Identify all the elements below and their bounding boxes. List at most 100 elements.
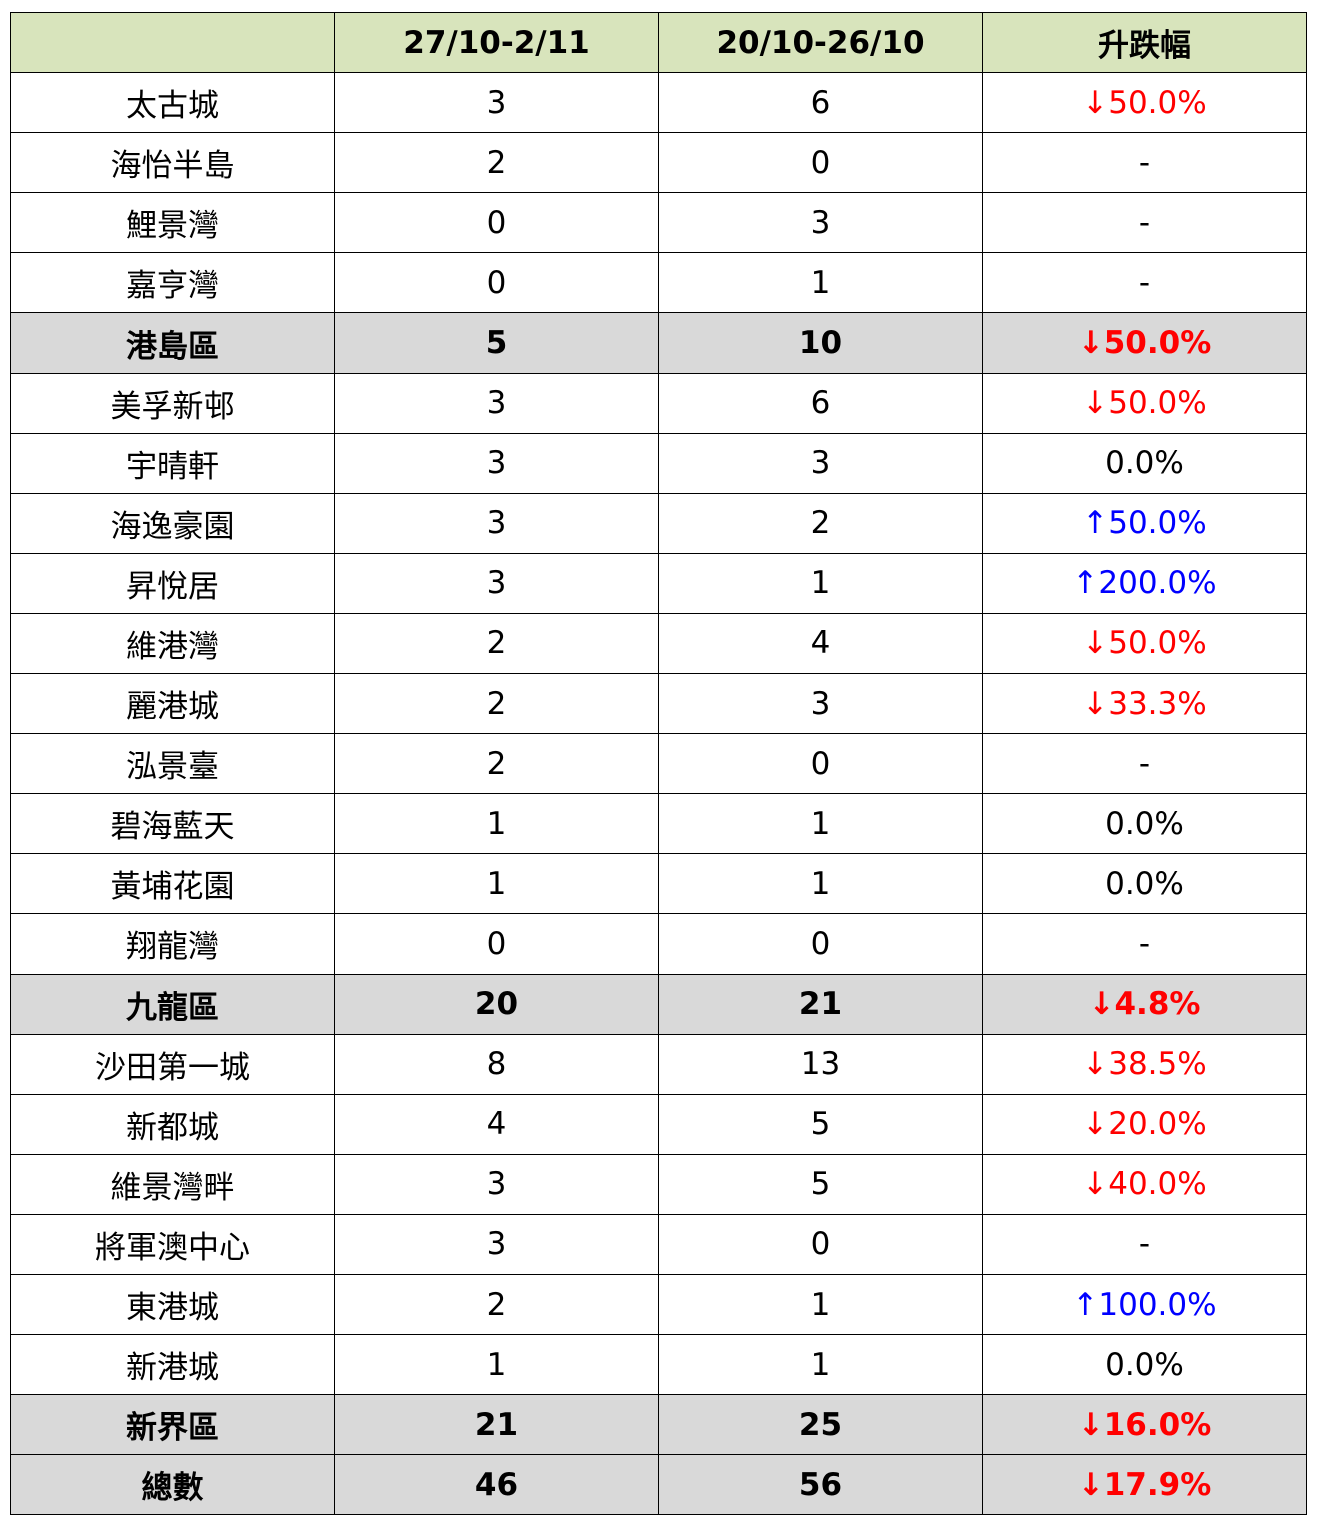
change-cell: 0.0% (982, 793, 1307, 855)
current-count-cell: 4 (334, 1093, 659, 1155)
estate-cell: 嘉亨灣 (10, 252, 335, 314)
change-cell: ↓4.8% (982, 973, 1307, 1035)
previous-count-cell: 6 (658, 372, 983, 434)
previous-count-cell: 3 (658, 432, 983, 494)
estate-cell: 新界區 (10, 1394, 335, 1456)
change-cell: - (982, 1213, 1307, 1275)
estate-cell: 九龍區 (10, 973, 335, 1035)
estate-cell: 麗港城 (10, 673, 335, 735)
current-count-cell: 2 (334, 673, 659, 735)
estate-cell: 泓景臺 (10, 733, 335, 795)
estate-cell: 維景灣畔 (10, 1153, 335, 1215)
table-row: 將軍澳中心 3 0- (10, 1213, 1307, 1275)
change-cell: ↓50.0% (982, 372, 1307, 434)
table-row: 麗港城 2 3 ↓33.3% (10, 673, 1307, 735)
previous-count-cell: 1 (658, 793, 983, 855)
estate-cell: 美孚新邨 (10, 372, 335, 434)
table-row: 宇晴軒 3 3 0.0% (10, 432, 1307, 494)
table-row: 沙田第一城 8 13 ↓38.5% (10, 1033, 1307, 1095)
change-cell: - (982, 913, 1307, 975)
current-count-cell: 0 (334, 252, 659, 314)
previous-count-cell: 5 (658, 1153, 983, 1215)
current-count-cell: 5 (334, 312, 659, 374)
current-count-cell: 1 (334, 853, 659, 915)
current-count-cell: 3 (334, 372, 659, 434)
estate-cell: 海怡半島 (10, 132, 335, 194)
estate-cell: 昇悅居 (10, 552, 335, 614)
estate-cell: 將軍澳中心 (10, 1213, 335, 1275)
change-cell: ↓16.0% (982, 1394, 1307, 1456)
current-count-cell: 8 (334, 1033, 659, 1095)
change-cell: - (982, 132, 1307, 194)
table-row: 美孚新邨 3 6 ↓50.0% (10, 372, 1307, 434)
current-count-cell: 3 (334, 1213, 659, 1275)
current-count-cell: 0 (334, 192, 659, 254)
change-cell: 0.0% (982, 853, 1307, 915)
subtotal-row: 港島區 5 10 ↓50.0% (10, 312, 1307, 374)
change-cell: ↓33.3% (982, 673, 1307, 735)
table-row: 翔龍灣 0 0- (10, 913, 1307, 975)
estate-cell: 海逸豪園 (10, 492, 335, 554)
header-estate (10, 11, 335, 74)
table-row: 泓景臺 2 0- (10, 733, 1307, 795)
current-count-cell: 2 (334, 132, 659, 194)
previous-count-cell: 56 (658, 1454, 983, 1516)
estate-cell: 沙田第一城 (10, 1033, 335, 1095)
previous-count-cell: 4 (658, 612, 983, 675)
previous-count-cell: 1 (658, 1334, 983, 1396)
table-row: 維港灣 2 4 ↓50.0% (10, 612, 1307, 675)
previous-count-cell: 21 (658, 973, 983, 1035)
table-row: 東港城 2 1 ↑100.0% (10, 1273, 1307, 1336)
table-row: 海逸豪園 3 2 ↑50.0% (10, 492, 1307, 554)
change-cell: 0.0% (982, 1334, 1307, 1396)
header-current-period: 27/10-2/11 (334, 11, 659, 74)
change-cell: 0.0% (982, 432, 1307, 494)
estate-cell: 維港灣 (10, 612, 335, 675)
estate-cell: 東港城 (10, 1273, 335, 1336)
change-cell: ↓50.0% (982, 312, 1307, 374)
header-change: 升跌幅 (982, 11, 1307, 74)
change-cell: ↑50.0% (982, 492, 1307, 554)
header-row: 27/10-2/11 20/10-26/10 升跌幅 (10, 11, 1307, 74)
table-row: 碧海藍天 1 1 0.0% (10, 793, 1307, 855)
estate-cell: 翔龍灣 (10, 913, 335, 975)
change-cell: ↓50.0% (982, 612, 1307, 675)
previous-count-cell: 1 (658, 552, 983, 614)
transactions-table: 27/10-2/11 20/10-26/10 升跌幅 太古城 3 6 ↓50.0% 海怡… (10, 11, 1307, 1516)
previous-count-cell: 3 (658, 673, 983, 735)
estate-cell: 總數 (10, 1454, 335, 1516)
current-count-cell: 46 (334, 1454, 659, 1516)
table-row: 維景灣畔 3 5 ↓40.0% (10, 1153, 1307, 1215)
table-row: 海怡半島 2 0- (10, 132, 1307, 194)
current-count-cell: 3 (334, 552, 659, 614)
estate-cell: 港島區 (10, 312, 335, 374)
current-count-cell: 2 (334, 612, 659, 675)
current-count-cell: 0 (334, 913, 659, 975)
estate-cell: 鯉景灣 (10, 192, 335, 254)
current-count-cell: 3 (334, 432, 659, 494)
previous-count-cell: 0 (658, 1213, 983, 1275)
current-count-cell: 2 (334, 1273, 659, 1336)
change-cell: - (982, 192, 1307, 254)
previous-count-cell: 13 (658, 1033, 983, 1095)
previous-count-cell: 1 (658, 1273, 983, 1336)
previous-count-cell: 0 (658, 913, 983, 975)
change-cell: ↓17.9% (982, 1454, 1307, 1516)
current-count-cell: 3 (334, 72, 659, 134)
current-count-cell: 1 (334, 793, 659, 855)
current-count-cell: 2 (334, 733, 659, 795)
table-body: 太古城 3 6 ↓50.0% 海怡半島 2 0- 鯉景灣 0 3- 嘉亨灣 0 1- 港島區 5 10 ↓50.… (10, 72, 1307, 1516)
subtotal-row: 總數 46 56 ↓17.9% (10, 1454, 1307, 1516)
table-row: 嘉亨灣 0 1- (10, 252, 1307, 314)
previous-count-cell: 6 (658, 72, 983, 134)
current-count-cell: 20 (334, 973, 659, 1035)
change-cell: ↓40.0% (982, 1153, 1307, 1215)
estate-cell: 新港城 (10, 1334, 335, 1396)
table-row: 新港城 1 1 0.0% (10, 1334, 1307, 1396)
change-cell: - (982, 252, 1307, 314)
subtotal-row: 新界區 21 25 ↓16.0% (10, 1394, 1307, 1456)
estate-cell: 黃埔花園 (10, 853, 335, 915)
subtotal-row: 九龍區 20 21 ↓4.8% (10, 973, 1307, 1035)
change-cell: ↓50.0% (982, 72, 1307, 134)
previous-count-cell: 10 (658, 312, 983, 374)
